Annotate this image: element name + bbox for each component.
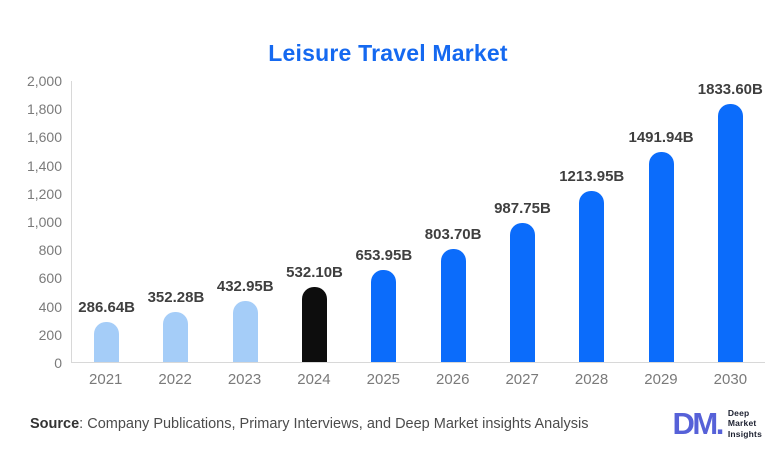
y-tick-label: 2,000 (26, 73, 62, 89)
bar (509, 222, 535, 362)
bar-value-label: 1213.95B (559, 167, 625, 185)
bar-value-label: 653.95B (355, 246, 413, 264)
y-tick-label: 1,000 (26, 214, 62, 230)
y-tick-label: 600 (38, 270, 62, 287)
bar (94, 321, 120, 362)
x-tick-label: 2021 (89, 371, 123, 388)
bar (163, 312, 189, 362)
bar (371, 269, 397, 362)
bar-value-label: 803.70B (424, 225, 482, 243)
bar-column: 532.10B (280, 81, 349, 362)
bar (302, 286, 328, 362)
x-tick-label: 2027 (505, 371, 539, 388)
x-tick-label: 2030 (713, 371, 748, 388)
bar-column: 286.64B (72, 81, 141, 362)
bar-value-label: 432.95B (216, 277, 274, 295)
y-tick-label: 1,800 (26, 101, 62, 118)
x-tick-label: 2029 (644, 371, 678, 388)
source-text: : Company Publications, Primary Intervie… (79, 415, 589, 432)
bar-value-label: 352.28B (147, 289, 205, 307)
y-tick-label: 400 (38, 298, 62, 315)
x-tick-label: 2023 (227, 371, 262, 388)
y-tick-label: 0 (54, 355, 62, 371)
bar-column: 653.95B (349, 81, 418, 362)
x-tick-label: 2022 (158, 371, 192, 388)
bar-value-label: 987.75B (494, 199, 551, 217)
bar-value-label: 286.64B (78, 298, 135, 316)
logo-text: Deep Market Insights (728, 408, 762, 439)
x-tick-label: 2028 (574, 371, 609, 388)
source-line: Source: Company Publications, Primary In… (30, 416, 589, 432)
plot-area: 286.64B 352.28B 432.95B 532.10B 653.95B 803.7… (71, 81, 765, 363)
bar-column: 803.70B (418, 81, 487, 362)
y-tick-label: 800 (38, 242, 62, 259)
bar-value-label: 1833.60B (697, 81, 763, 98)
bar-column: 1213.95B (557, 81, 626, 362)
bar-column: 352.28B (141, 81, 210, 362)
logo-dm-icon: DM. (672, 406, 724, 441)
source-label: Source (30, 415, 80, 432)
bar-column: 432.95B (211, 81, 280, 362)
x-axis: 2021 2022 2023 2024 2025 2026 2027 2028 2029 2030 (71, 371, 765, 388)
brand-logo: DM. Deep Market Insights (672, 408, 762, 439)
chart-title: Leisure Travel Market (268, 40, 508, 66)
x-tick-label: 2024 (297, 371, 331, 388)
bar-column: 987.75B (488, 81, 557, 362)
bar (232, 300, 258, 362)
bar (717, 104, 743, 362)
logo-text-line: Insights (727, 428, 762, 439)
bar (579, 190, 605, 362)
bar (648, 151, 674, 362)
bar-column: 1833.60B (696, 81, 765, 362)
logo-text-line: Market (727, 418, 757, 429)
footer: Source: Company Publications, Primary In… (30, 408, 762, 439)
bar (440, 248, 466, 362)
bar-column: 1491.94B (626, 81, 695, 362)
bar-value-label: 532.10B (286, 263, 343, 281)
y-axis: 0 200 400 600 800 1,000 1,200 1,400 1,600 1,800 2,… (0, 73, 62, 371)
y-tick-label: 1,200 (26, 185, 62, 202)
y-tick-label: 1,600 (26, 129, 62, 146)
bar-value-label: 1491.94B (628, 128, 694, 146)
x-tick-label: 2026 (436, 371, 470, 388)
y-tick-label: 1,400 (26, 157, 62, 174)
y-tick-label: 200 (38, 326, 62, 343)
logo-text-line: Deep (727, 408, 750, 419)
x-tick-label: 2025 (366, 371, 401, 388)
